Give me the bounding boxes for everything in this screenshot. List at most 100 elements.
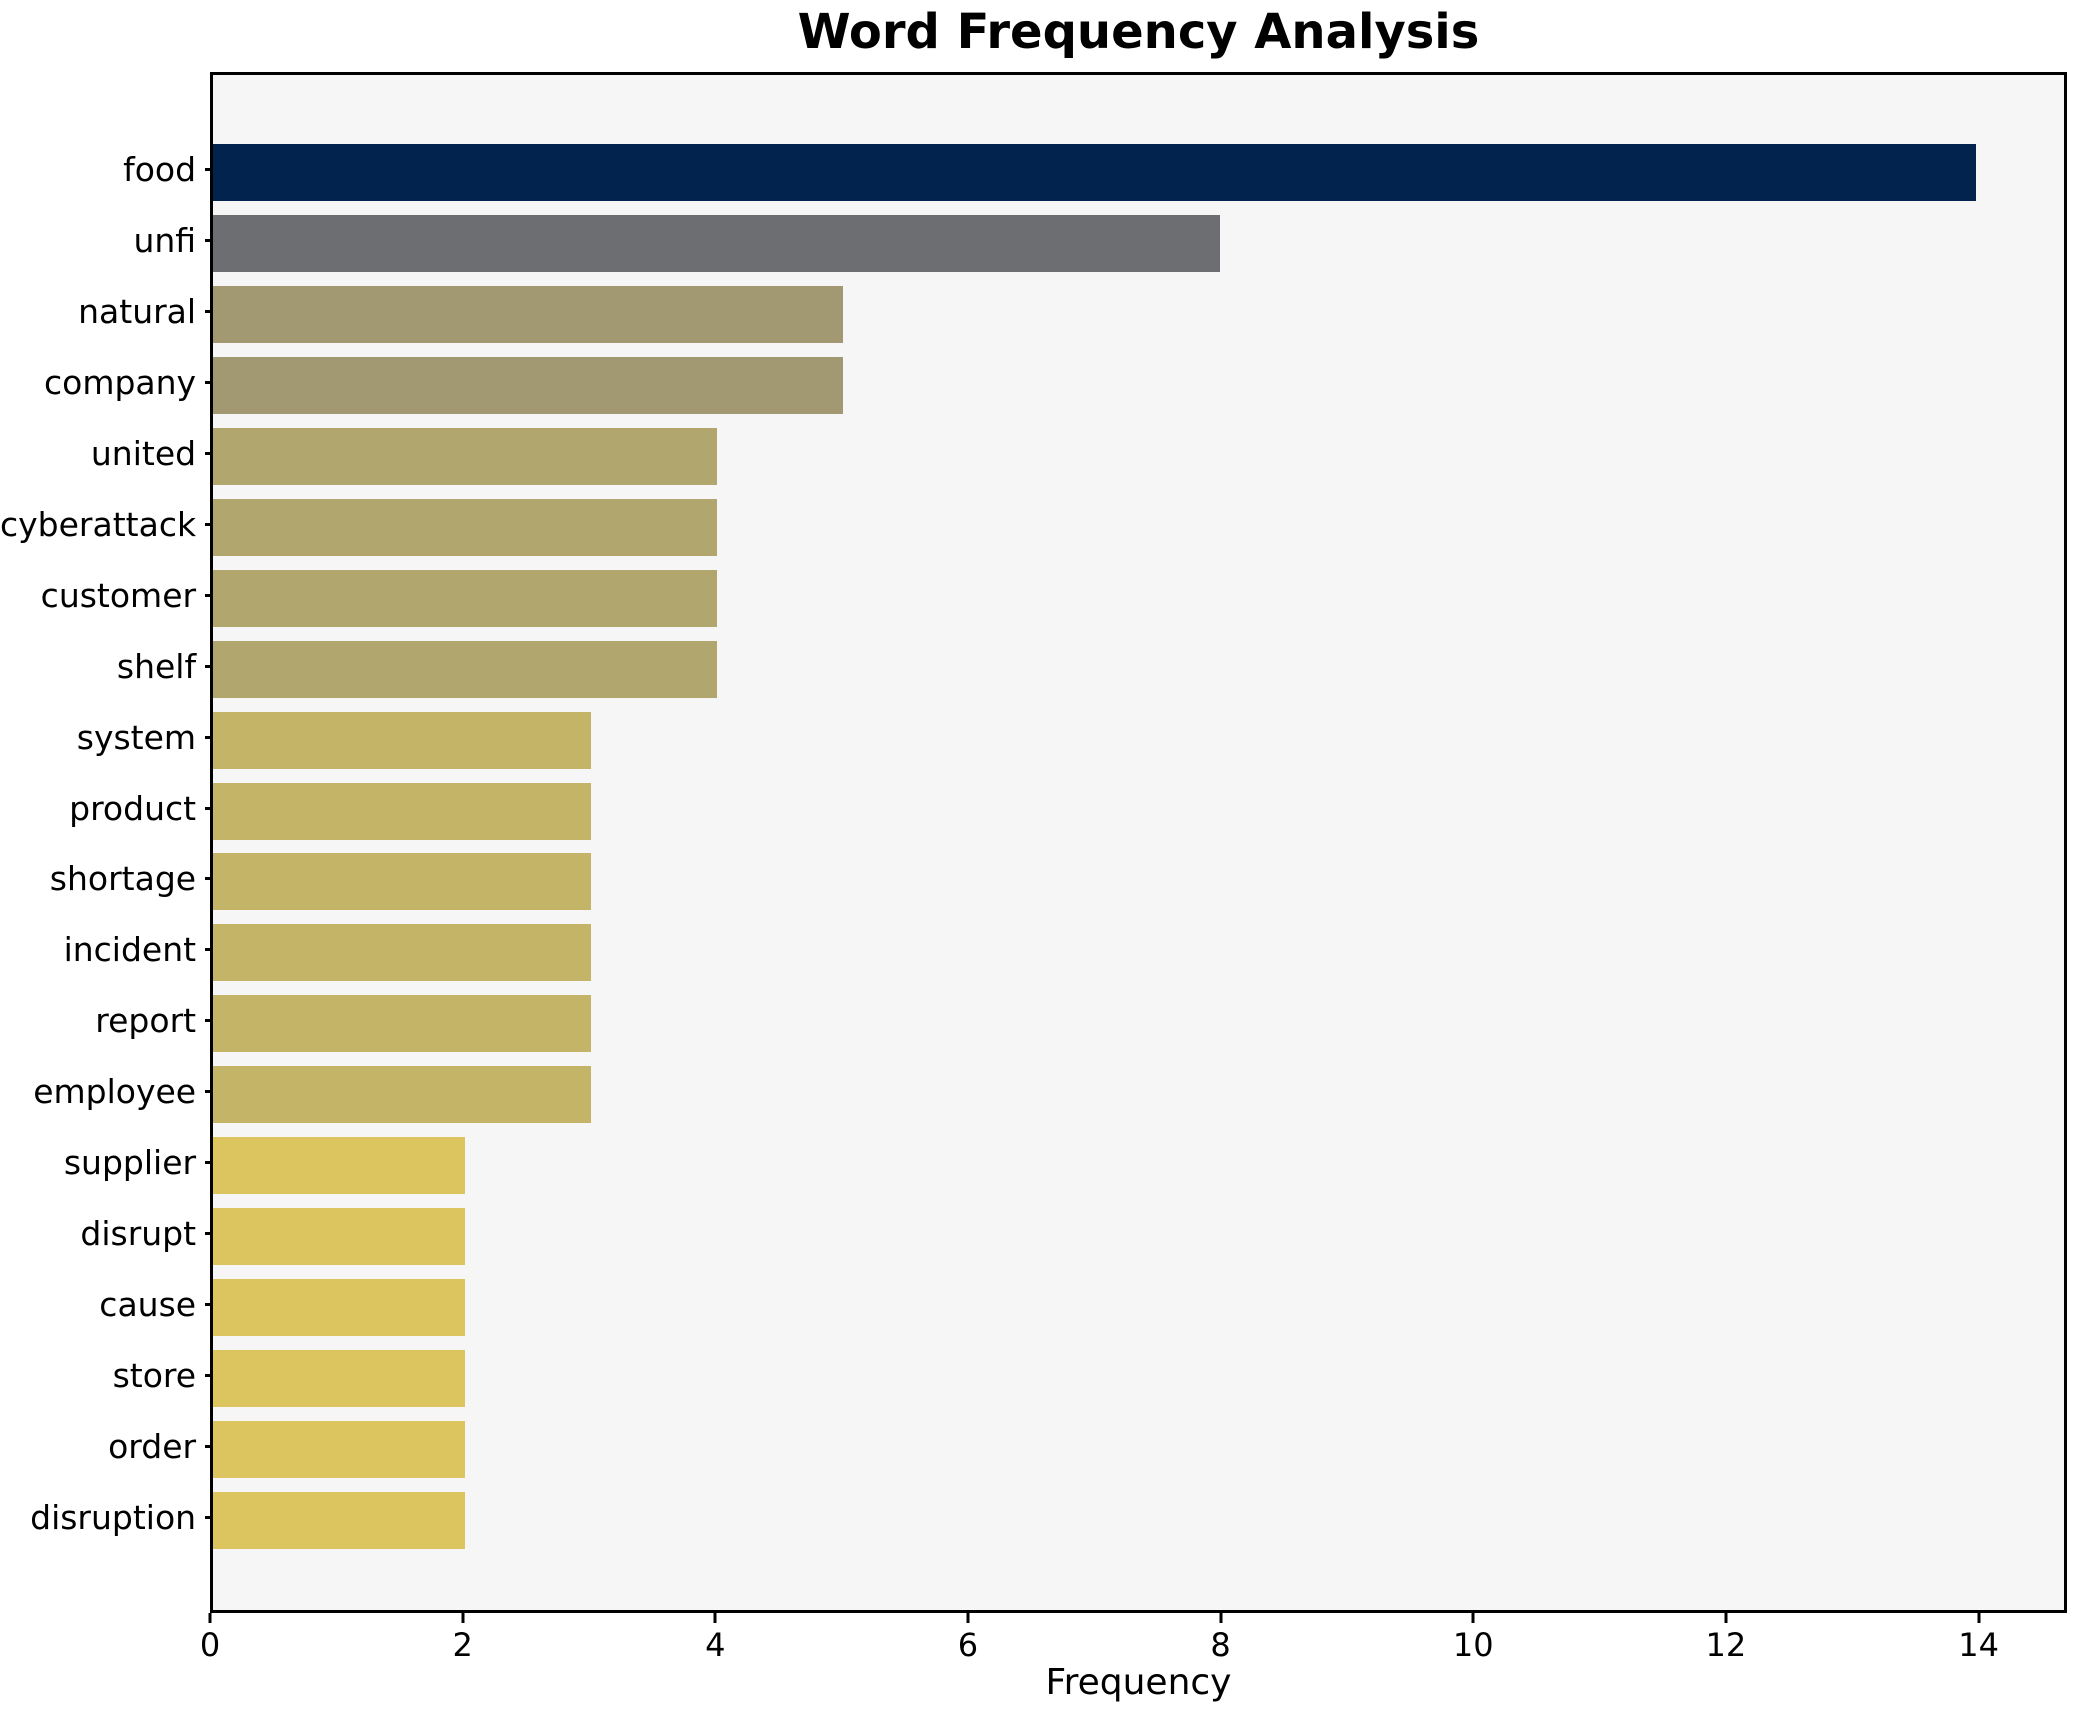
chart-title: Word Frequency Analysis: [797, 4, 1480, 60]
x-tick-label: 0: [199, 1626, 221, 1664]
y-tick-cell: disrupt: [0, 1198, 216, 1269]
bar-row: [213, 137, 2064, 208]
x-tick-mark: [1219, 1613, 1223, 1623]
y-tick-cell: incident: [0, 914, 216, 985]
bar-row: [213, 1201, 2064, 1272]
y-tick-label: store: [112, 1356, 197, 1396]
bar-order: [213, 1421, 465, 1479]
x-tick-mark: [966, 1613, 970, 1623]
y-tick-cell: order: [0, 1411, 216, 1482]
bar-cause: [213, 1279, 465, 1337]
bar-row: [213, 350, 2064, 421]
x-tick-mark: [1724, 1613, 1728, 1623]
x-tick-mark: [461, 1613, 465, 1623]
bar-row: [213, 279, 2064, 350]
bar-row: [213, 634, 2064, 705]
y-tick-label: disrupt: [80, 1214, 197, 1254]
bar-shortage: [213, 853, 591, 911]
bar-row: [213, 1272, 2064, 1343]
y-tick-label: system: [76, 717, 197, 757]
bar-food: [213, 143, 1976, 201]
y-tick-label: united: [90, 433, 197, 473]
bar-row: [213, 421, 2064, 492]
x-tick-label: 2: [452, 1626, 473, 1664]
y-tick-label: unfi: [133, 220, 197, 260]
x-tick-label: 4: [705, 1626, 726, 1664]
y-tick-cell: report: [0, 985, 216, 1056]
bar-row: [213, 208, 2064, 279]
bar-row: [213, 988, 2064, 1059]
x-tick-mark: [1977, 1613, 1981, 1623]
y-tick-cell: cyberattack: [0, 489, 216, 560]
y-tick-cell: product: [0, 773, 216, 844]
x-tick-label: 14: [1958, 1626, 1999, 1664]
bar-row: [213, 705, 2064, 776]
bar-disrupt: [213, 1208, 465, 1266]
y-tick-label: employee: [33, 1072, 197, 1112]
bar-row: [213, 1414, 2064, 1485]
x-tick-mark: [208, 1613, 212, 1623]
bar-natural: [213, 285, 843, 343]
y-tick-cell: cause: [0, 1269, 216, 1340]
bar-employee: [213, 1066, 591, 1124]
bar-row: [213, 917, 2064, 988]
y-tick-label: disruption: [30, 1498, 197, 1538]
x-tick-mark: [1471, 1613, 1475, 1623]
y-tick-label: food: [123, 149, 197, 189]
y-tick-cell: shortage: [0, 843, 216, 914]
bar-row: [213, 492, 2064, 563]
bar-row: [213, 776, 2064, 847]
y-tick-label: shelf: [116, 646, 197, 686]
x-tick-label: 12: [1705, 1626, 1747, 1664]
bar-row: [213, 1130, 2064, 1201]
y-tick-cell: shelf: [0, 631, 216, 702]
bar-row: [213, 1343, 2064, 1414]
bar-row: [213, 1485, 2064, 1556]
x-tick-label: 10: [1452, 1626, 1494, 1664]
y-tick-cell: supplier: [0, 1127, 216, 1198]
bar-customer: [213, 569, 717, 627]
bar-store: [213, 1350, 465, 1408]
bar-report: [213, 995, 591, 1053]
y-tick-label: report: [95, 1001, 197, 1041]
bar-disruption: [213, 1492, 465, 1550]
x-axis-label: Frequency: [1045, 1662, 1232, 1703]
x-tick-mark: [713, 1613, 717, 1623]
bar-company: [213, 356, 843, 414]
y-tick-label: supplier: [63, 1143, 197, 1183]
y-tick-label: company: [43, 362, 197, 402]
bar-incident: [213, 924, 591, 982]
y-tick-label: incident: [63, 930, 197, 970]
y-tick-cell: food: [0, 134, 216, 205]
y-tick-cell: system: [0, 702, 216, 773]
y-tick-cell: natural: [0, 276, 216, 347]
y-tick-label: order: [108, 1427, 197, 1467]
x-axis-ticks: 0 2 4 6 8 10 12 14: [200, 1610, 2067, 1670]
bar-supplier: [213, 1137, 465, 1195]
bar-cyberattack: [213, 498, 717, 556]
y-tick-cell: employee: [0, 1056, 216, 1127]
x-tick-label: 8: [1210, 1626, 1231, 1664]
y-tick-label: customer: [40, 575, 197, 615]
y-tick-cell: united: [0, 418, 216, 489]
bar-united: [213, 427, 717, 485]
bar-row: [213, 1059, 2064, 1130]
bar-product: [213, 782, 591, 840]
y-tick-label: cyberattack: [0, 504, 197, 544]
y-tick-label: natural: [78, 291, 197, 331]
y-tick-cell: store: [0, 1340, 216, 1411]
y-tick-cell: unfi: [0, 205, 216, 276]
bar-unfi: [213, 214, 1221, 272]
y-tick-cell: disruption: [0, 1482, 216, 1553]
bar-system: [213, 711, 591, 769]
bars-layer: [213, 137, 2064, 1556]
y-tick-label: cause: [99, 1285, 197, 1325]
y-axis-tick-labels: food unfi natural company united cyberattack c…: [0, 134, 216, 1553]
y-tick-cell: customer: [0, 560, 216, 631]
y-tick-label: shortage: [49, 859, 197, 899]
bar-shelf: [213, 640, 717, 698]
y-tick-cell: company: [0, 347, 216, 418]
x-tick-label: 6: [957, 1626, 979, 1664]
bar-row: [213, 563, 2064, 634]
